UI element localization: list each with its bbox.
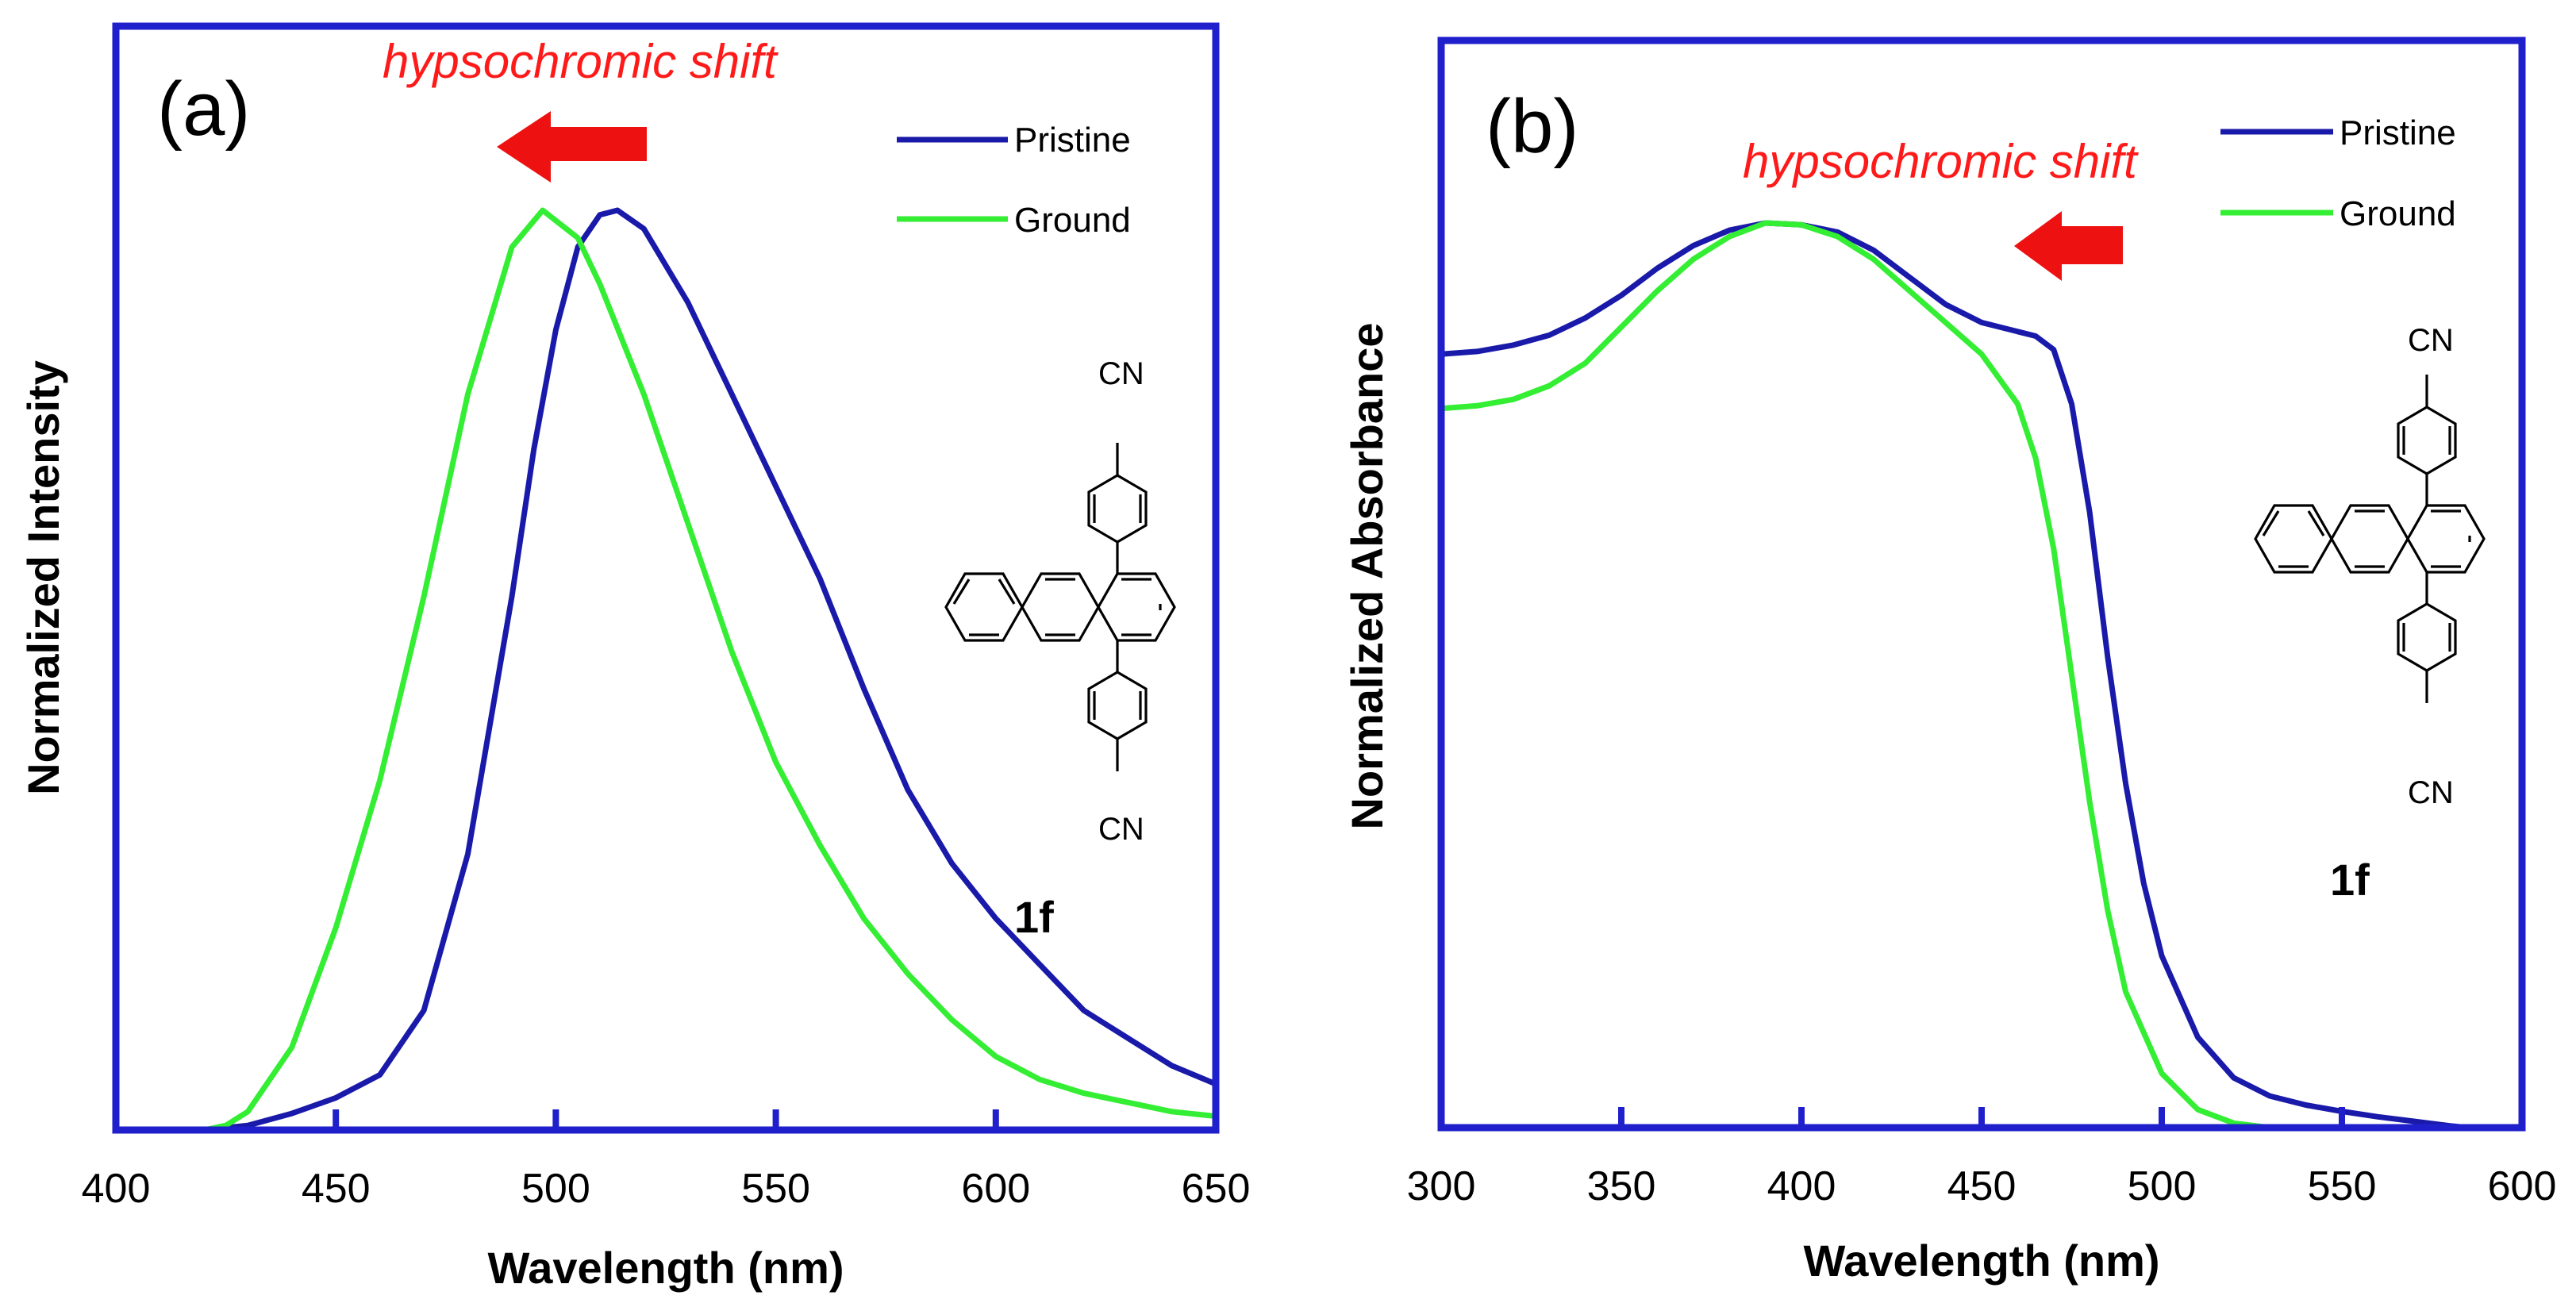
panel-a: 400 450 500 550 600 650 (a) hypsochromic shif…	[18, 22, 1251, 1293]
panel-a-series-pristine	[113, 207, 1219, 1133]
panel-b-x-tick-label: 550	[2308, 1163, 2377, 1209]
panel-a-legend-pristine: Pristine	[1014, 121, 1131, 160]
panel-a-curves	[113, 207, 1219, 1133]
panel-b: 300 350 400 450 500 550 600 (b) hypsochromic s…	[1342, 37, 2557, 1286]
panel-b-series-pristine	[1438, 220, 2471, 1131]
panel-a-shift-arrow-icon	[497, 111, 647, 183]
panel-a-compound-label: 1f	[1014, 892, 1054, 942]
panel-b-shift-arrow-icon	[2014, 211, 2123, 281]
panel-a-label: (a)	[157, 67, 250, 152]
panel-b-curves	[1438, 220, 2471, 1131]
panel-b-x-tick-label: 600	[2488, 1163, 2557, 1209]
panel-a-legend-ground: Ground	[1014, 201, 1131, 240]
panel-b-y-axis-title: Normalized Absorbance	[1342, 323, 1392, 830]
panel-a-annotation: hypsochromic shift	[383, 35, 779, 88]
panel-b-x-axis-title: Wavelength (nm)	[1803, 1236, 2159, 1286]
panel-a-x-tick-label: 500	[521, 1166, 590, 1212]
panel-a-frame	[112, 22, 1220, 1134]
panel-b-compound-label: 1f	[2330, 855, 2370, 905]
panel-b-x-ticks	[1618, 1107, 2345, 1128]
panel-a-x-axis-title: Wavelength (nm)	[487, 1243, 844, 1293]
panel-a-y-axis-title: Normalized Intensity	[18, 360, 68, 795]
panel-a-x-tick-label: 450	[302, 1166, 371, 1212]
panel-a-structure-cn-bottom: CN	[1098, 812, 1144, 847]
panel-a-structure-cn-top: CN	[1098, 356, 1144, 391]
panel-a-structure-icon	[944, 441, 1176, 773]
panel-a-x-tick-label: 650	[1182, 1166, 1251, 1212]
panel-b-structure-icon	[2254, 373, 2486, 705]
panel-b-label: (b)	[1486, 84, 1578, 169]
panel-a-x-ticks	[333, 1109, 999, 1130]
panel-a-x-tick-label: 400	[82, 1166, 151, 1212]
panel-b-x-tick-label: 350	[1587, 1163, 1656, 1209]
panel-b-x-tick-label: 400	[1767, 1163, 1836, 1209]
panel-b-structure-cn-top: CN	[2408, 323, 2454, 358]
panel-b-annotation: hypsochromic shift	[1743, 135, 2139, 188]
panel-b-legend-ground: Ground	[2340, 194, 2456, 233]
panel-a-x-tick-label: 550	[741, 1166, 810, 1212]
panel-b-series-ground	[1438, 220, 2273, 1131]
panel-b-x-tick-label: 300	[1407, 1163, 1476, 1209]
panel-b-x-tick-labels: 300 350 400 450 500 550 600	[1407, 1163, 2557, 1209]
panel-a-x-tick-label: 600	[961, 1166, 1030, 1212]
panel-a-series-ground	[113, 207, 1219, 1133]
panel-b-legend-pristine: Pristine	[2340, 113, 2456, 152]
panel-b-structure-cn-bottom: CN	[2408, 775, 2454, 810]
panel-a-x-tick-labels: 400 450 500 550 600 650	[82, 1166, 1251, 1212]
panel-b-x-tick-label: 450	[1947, 1163, 2017, 1209]
panel-b-x-tick-label: 500	[2128, 1163, 2197, 1209]
